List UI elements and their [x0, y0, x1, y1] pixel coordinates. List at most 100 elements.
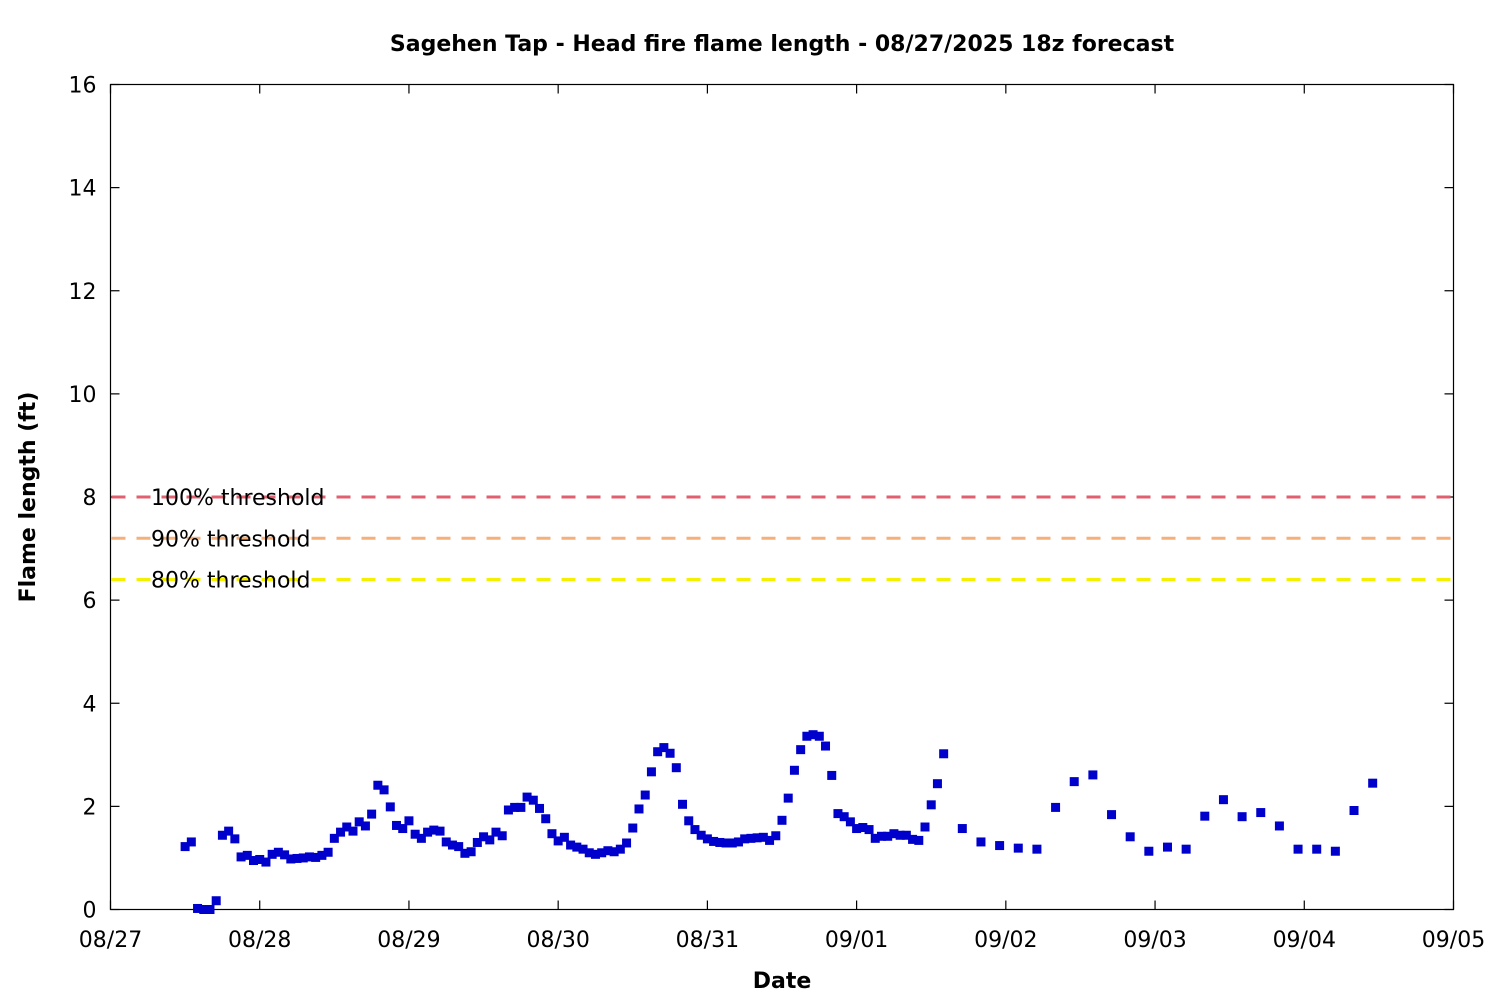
data-point: [920, 822, 930, 832]
data-point: [709, 836, 719, 846]
data-point: [429, 825, 439, 835]
data-point: [895, 830, 905, 840]
data-point: [311, 852, 321, 862]
data-point: [354, 817, 364, 827]
data-point: [1218, 795, 1228, 805]
data-point: [702, 834, 712, 844]
y-tick-label: 6: [83, 589, 97, 614]
data-point: [1069, 777, 1079, 787]
threshold-label: 100% threshold: [151, 486, 325, 511]
x-tick-label: 08/30: [526, 928, 589, 953]
data-point: [901, 830, 911, 840]
data-point: [454, 842, 464, 852]
data-point: [472, 837, 482, 847]
data-point: [777, 815, 787, 825]
x-tick-label: 09/03: [1123, 928, 1186, 953]
data-point: [1274, 821, 1284, 831]
data-point: [1088, 770, 1098, 780]
data-point: [304, 852, 314, 862]
data-point: [839, 812, 849, 822]
data-point: [267, 849, 277, 859]
data-point: [193, 903, 203, 913]
data-point: [578, 844, 588, 854]
data-point: [460, 848, 470, 858]
data-point: [833, 809, 843, 819]
y-tick-label: 8: [83, 486, 97, 511]
data-point: [261, 857, 271, 867]
y-tick-label: 4: [83, 692, 97, 717]
data-point: [684, 816, 694, 826]
data-point: [497, 831, 507, 841]
data-point: [590, 849, 600, 859]
data-point: [646, 767, 656, 777]
data-point: [603, 846, 613, 856]
data-point: [765, 835, 775, 845]
data-point: [889, 829, 899, 839]
data-point: [1051, 802, 1061, 812]
data-point: [466, 847, 476, 857]
data-point: [845, 817, 855, 827]
data-point: [733, 837, 743, 847]
data-point: [659, 743, 669, 753]
data-point: [360, 821, 370, 831]
threshold-lines: 100% threshold 90% threshold 80% threshold: [111, 486, 1453, 594]
data-point: [342, 822, 352, 832]
data-point: [1237, 812, 1247, 822]
chart-title: Sagehen Tap - Head fire flame length - 0…: [390, 32, 1175, 57]
y-axis-title: Flame length (ft): [16, 392, 41, 603]
data-point: [392, 820, 402, 830]
data-point: [516, 802, 526, 812]
data-point: [367, 809, 377, 819]
data-point: [721, 838, 731, 848]
data-point: [1032, 844, 1042, 854]
data-point: [503, 805, 513, 815]
data-point: [379, 785, 389, 795]
data-point: [336, 827, 346, 837]
data-point: [808, 730, 818, 740]
data-point: [634, 804, 644, 814]
data-point: [385, 802, 395, 812]
data-point: [696, 830, 706, 840]
data-point: [926, 800, 936, 810]
data-point: [528, 795, 538, 805]
data-point: [280, 850, 290, 860]
data-point: [186, 837, 196, 847]
y-tick-label: 2: [83, 795, 97, 820]
data-point: [1368, 778, 1378, 788]
data-point: [914, 835, 924, 845]
y-tick-label: 10: [69, 383, 97, 408]
data-point: [1200, 811, 1210, 821]
data-point: [814, 731, 824, 741]
data-point: [609, 847, 619, 857]
data-point: [821, 741, 831, 751]
data-point: [957, 824, 967, 834]
data-point: [715, 837, 725, 847]
x-axis-title: Date: [753, 969, 812, 994]
data-point: [410, 829, 420, 839]
data-point: [771, 831, 781, 841]
data-point: [323, 847, 333, 857]
data-point: [447, 840, 457, 850]
data-point: [976, 837, 986, 847]
data-point: [329, 833, 339, 843]
data-point: [211, 896, 221, 906]
data-point: [584, 848, 594, 858]
data-point: [1013, 843, 1023, 853]
data-point: [373, 780, 383, 790]
data-point: [491, 827, 501, 837]
data-point: [1107, 810, 1117, 820]
data-point: [740, 834, 750, 844]
x-tick-label: 09/04: [1273, 928, 1336, 953]
data-point: [789, 765, 799, 775]
data-point: [653, 747, 663, 757]
y-tick-label: 0: [83, 899, 97, 924]
data-point: [939, 749, 949, 759]
data-point: [317, 850, 327, 860]
data-point: [273, 847, 283, 857]
data-point: [298, 853, 308, 863]
x-tick-label: 08/28: [228, 928, 291, 953]
data-point: [615, 844, 625, 854]
data-point: [479, 832, 489, 842]
data-point: [348, 826, 358, 836]
